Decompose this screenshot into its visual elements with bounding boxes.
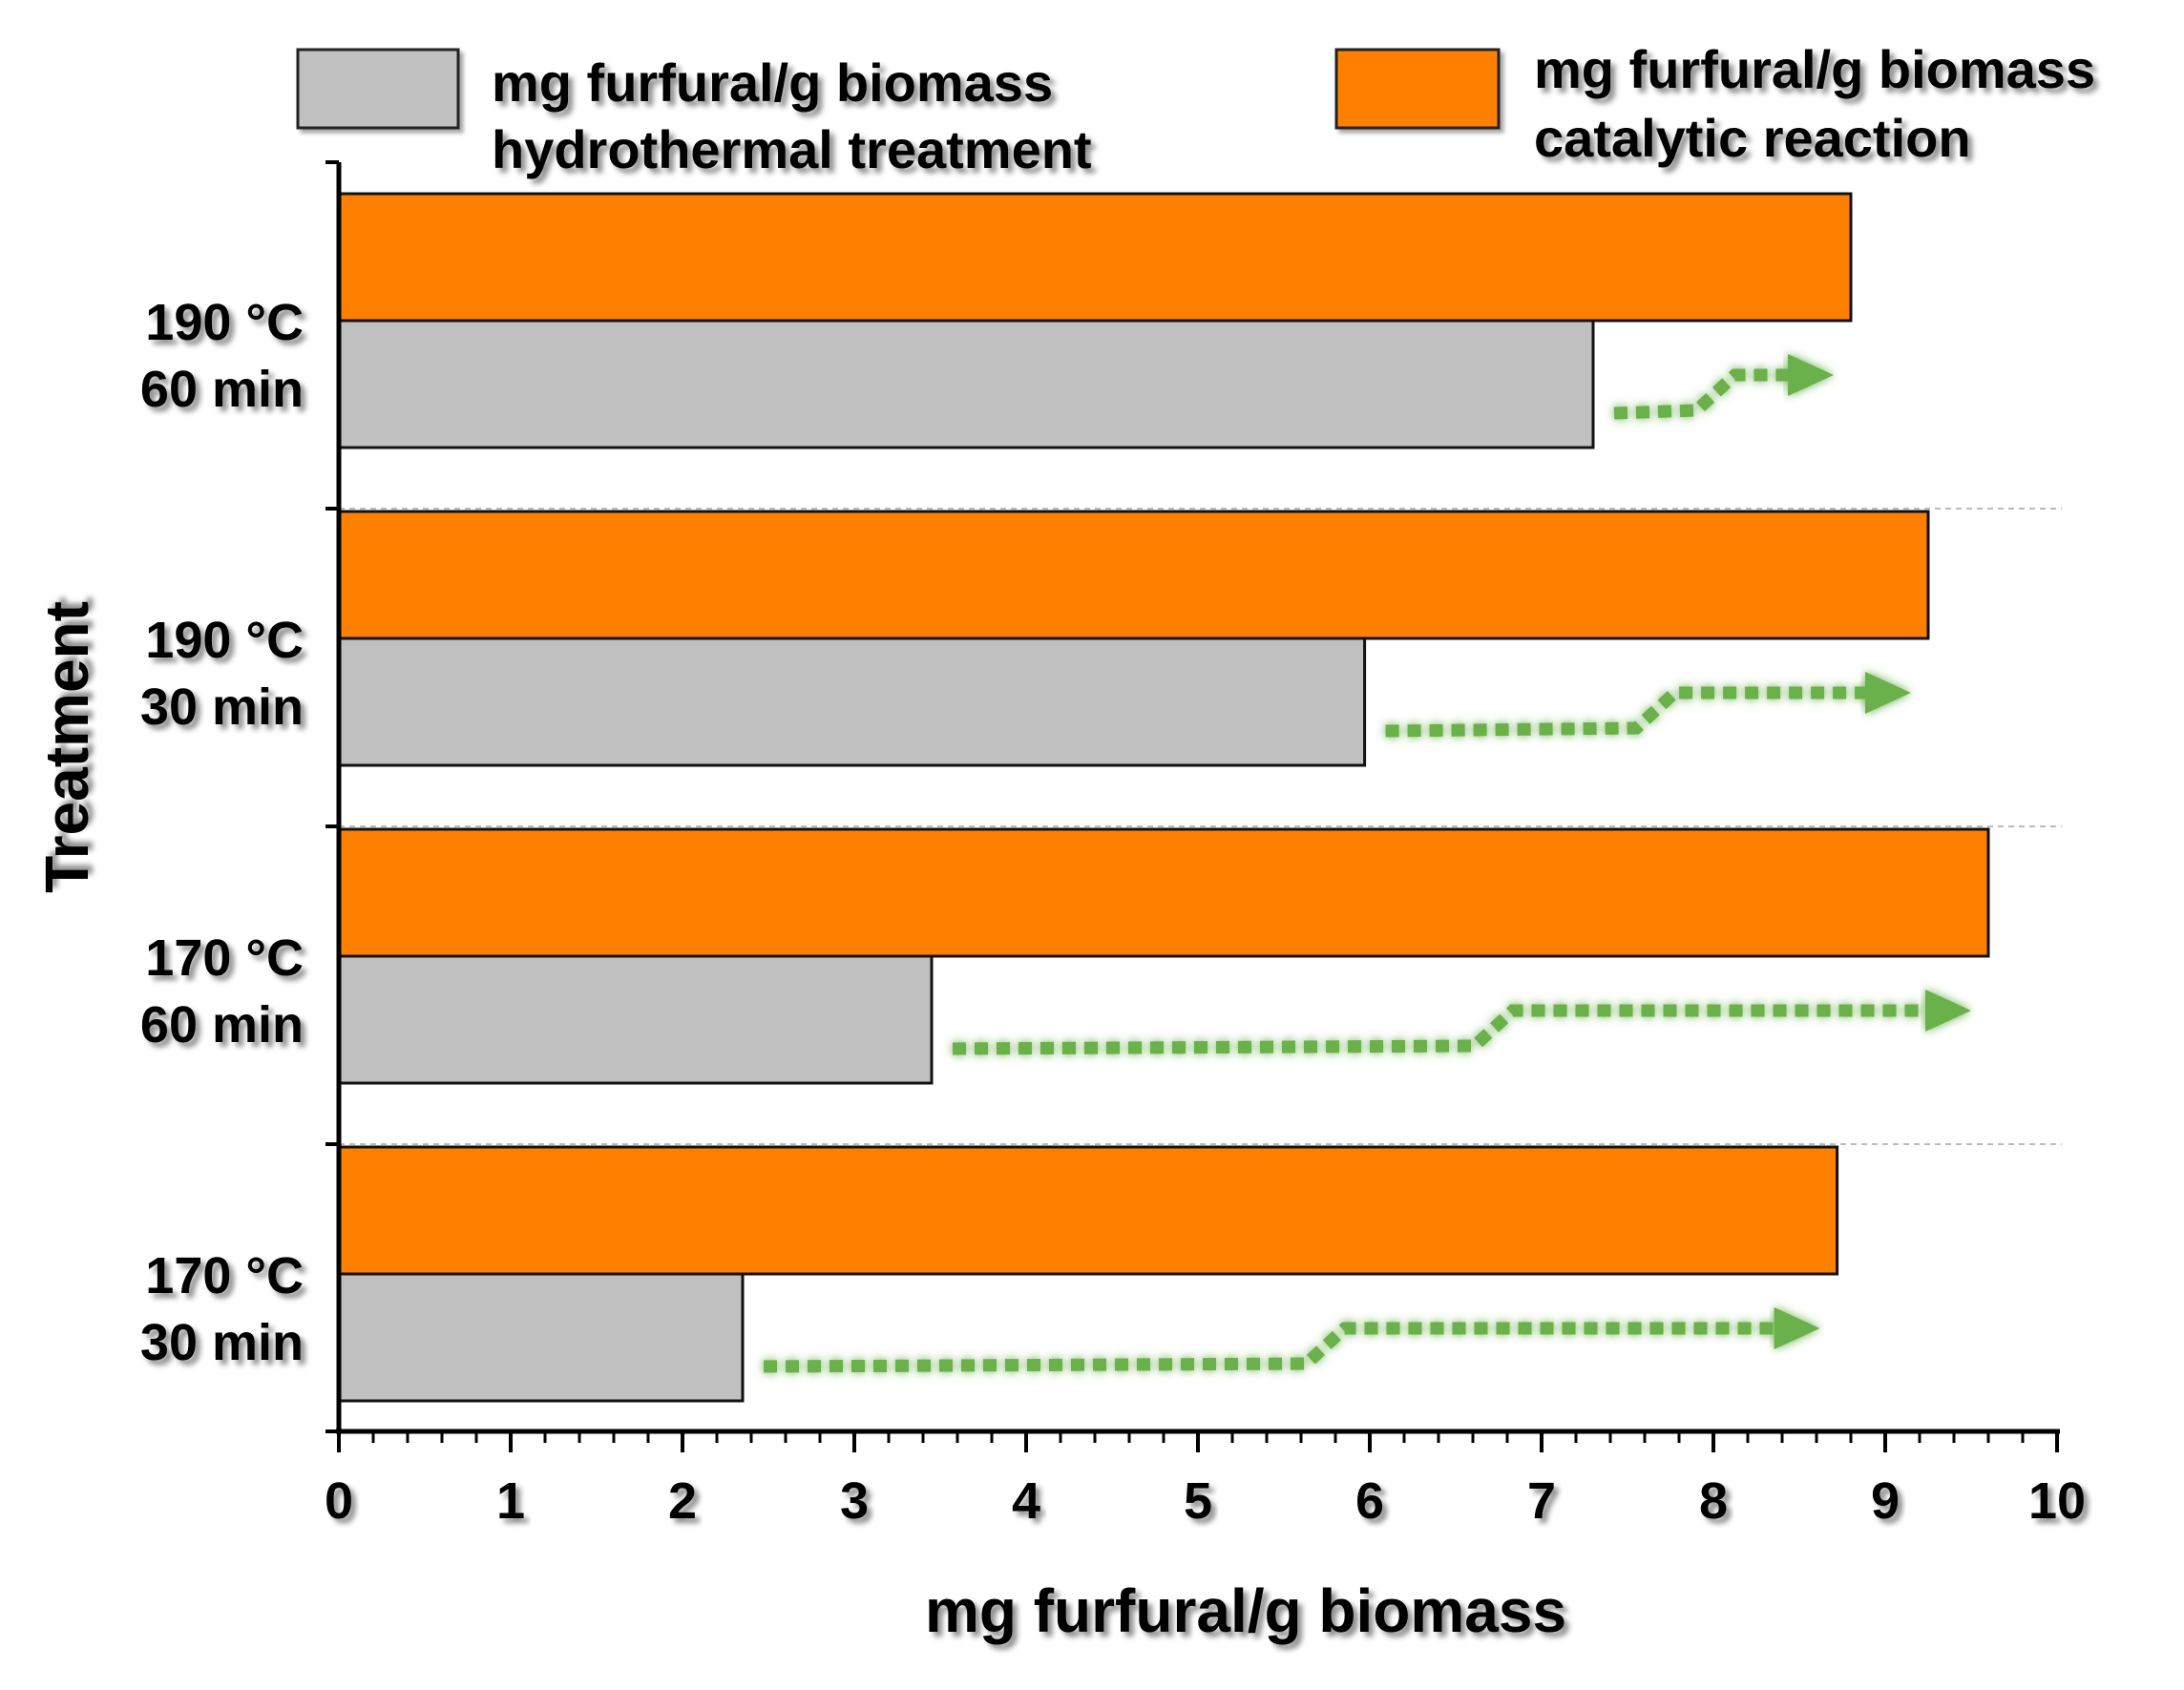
legend-label-hydrothermal-line2: hydrothermal treatment — [492, 119, 1092, 179]
increase-arrow-head — [1774, 1307, 1820, 1349]
category-label-line2: 60 min — [140, 996, 304, 1054]
legend-swatch-hydrothermal — [296, 48, 460, 130]
category-label-line2: 60 min — [140, 361, 304, 418]
legend-label-catalytic-line1: mg furfural/g biomass — [1534, 39, 2095, 99]
legend: mg furfural/g biomass hydrothermal treat… — [296, 39, 2095, 179]
increase-arrow-head — [1865, 672, 1911, 714]
increase-arrow-head — [1925, 990, 1971, 1032]
category-label-line1: 170 °C — [145, 929, 304, 987]
x-tick-label: 9 — [1871, 1472, 1900, 1530]
x-tick-label: 6 — [1355, 1472, 1384, 1530]
category-label-line1: 170 °C — [145, 1247, 304, 1304]
bar-catalytic — [337, 827, 1990, 958]
bar-catalytic — [337, 1145, 1839, 1276]
plot-area: 190 °C 60 min 190 °C 30 min 170 °C 60 min 170 … — [140, 160, 2086, 1530]
increase-arrow-line — [763, 1322, 1777, 1373]
increase-arrow-head — [1788, 354, 1834, 396]
bar-hydrothermal — [337, 954, 934, 1085]
x-tick-label: 8 — [1699, 1472, 1728, 1530]
increase-arrow-line — [1385, 686, 1868, 738]
category-label-line2: 30 min — [140, 678, 304, 736]
legend-label-hydrothermal-line1: mg furfural/g biomass — [492, 52, 1053, 113]
x-tick-label: 4 — [1012, 1472, 1040, 1530]
bar-catalytic — [337, 510, 1930, 640]
bar-hydrothermal — [337, 636, 1367, 767]
x-tick-label: 3 — [840, 1472, 869, 1530]
increase-arrow-line — [952, 1004, 1928, 1055]
increase-arrow-line — [1613, 368, 1791, 420]
x-tick-label: 7 — [1527, 1472, 1556, 1530]
bar-catalytic — [337, 192, 1853, 323]
bar-hydrothermal — [337, 319, 1595, 449]
x-tick-label: 2 — [668, 1472, 697, 1530]
legend-label-catalytic-line2: catalytic reaction — [1534, 108, 1971, 168]
x-tick-label: 0 — [325, 1472, 353, 1530]
x-tick-label: 1 — [496, 1472, 525, 1530]
x-tick-label: 5 — [1184, 1472, 1212, 1530]
category-label-line1: 190 °C — [145, 612, 304, 669]
category-label-line2: 30 min — [140, 1314, 304, 1371]
y-axis-title: Treatment — [32, 601, 101, 893]
bar-hydrothermal — [337, 1272, 745, 1403]
x-tick-label: 10 — [2028, 1472, 2086, 1530]
legend-swatch-catalytic — [1334, 48, 1501, 130]
x-axis-title: mg furfural/g biomass — [925, 1576, 1566, 1645]
category-label-line1: 190 °C — [145, 294, 304, 351]
